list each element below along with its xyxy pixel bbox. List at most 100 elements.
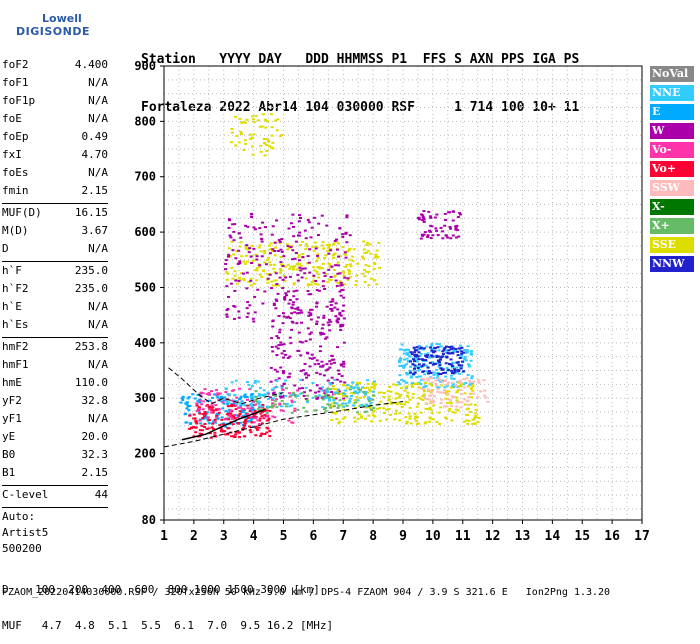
echo-point <box>252 226 256 229</box>
echo-point <box>271 350 275 353</box>
echo-point <box>439 406 443 409</box>
echo-point <box>287 227 291 230</box>
echo-point <box>308 357 312 360</box>
echo-point <box>285 387 289 390</box>
echo-point <box>328 382 332 385</box>
echo-point <box>268 430 272 433</box>
echo-point <box>336 282 340 285</box>
echo-point <box>364 406 368 409</box>
echo-point <box>263 252 267 255</box>
echo-point <box>313 363 317 366</box>
echo-point <box>274 272 278 275</box>
echo-point <box>358 396 362 399</box>
echo-point <box>342 397 346 400</box>
param-name: foE <box>2 112 22 125</box>
echo-point <box>264 393 268 396</box>
echo-point <box>416 355 420 358</box>
echo-point <box>362 404 366 407</box>
echo-point <box>356 411 360 414</box>
echo-point <box>245 287 249 290</box>
echo-point <box>269 380 273 383</box>
echo-point <box>428 420 432 423</box>
echo-point <box>367 398 371 401</box>
echo-point <box>318 373 322 376</box>
echo-point <box>378 407 382 410</box>
echo-point <box>449 386 453 389</box>
echo-point <box>227 218 231 221</box>
param-value: N/A <box>88 412 108 425</box>
echo-point <box>360 255 364 258</box>
echo-point <box>268 435 272 438</box>
echo-point <box>267 145 271 148</box>
echo-point <box>463 398 467 401</box>
echo-point <box>233 270 237 273</box>
echo-point <box>256 401 260 404</box>
echo-point <box>431 418 435 421</box>
echo-point <box>463 392 467 395</box>
echo-point <box>291 213 295 216</box>
echo-point <box>205 427 209 430</box>
echo-point <box>417 216 421 219</box>
echo-point <box>289 265 293 268</box>
echo-point <box>455 371 459 374</box>
echo-point <box>271 415 275 418</box>
echo-point <box>366 242 370 245</box>
echo-point <box>269 242 273 245</box>
echo-point <box>297 256 301 259</box>
echo-point <box>314 279 318 282</box>
echo-point <box>260 255 264 258</box>
echo-point <box>292 266 296 269</box>
echo-point <box>234 379 238 382</box>
echo-point <box>307 311 311 314</box>
echo-point <box>413 417 417 420</box>
echo-point <box>238 436 242 439</box>
echo-point <box>224 263 228 266</box>
echo-point <box>313 282 317 285</box>
echo-point <box>363 269 367 272</box>
echo-point <box>382 392 386 395</box>
param-row: D N/A <box>2 242 108 260</box>
echo-point <box>447 368 451 371</box>
echo-point <box>285 294 289 297</box>
echo-point <box>237 414 241 417</box>
echo-point <box>227 408 231 411</box>
echo-point <box>449 227 453 230</box>
echo-point <box>180 397 184 400</box>
echo-point <box>411 363 415 366</box>
echo-point <box>369 277 373 280</box>
echo-point <box>225 315 229 318</box>
echo-point <box>327 394 331 397</box>
echo-point <box>329 383 333 386</box>
muf-row: MUF 4.7 4.8 5.1 5.5 6.1 7.0 9.5 16.2 [MH… <box>2 619 334 632</box>
echo-point <box>327 398 331 401</box>
echo-point <box>341 402 345 405</box>
echo-point <box>315 270 319 273</box>
echo-point <box>364 264 368 267</box>
echo-point <box>321 262 325 265</box>
echo-point <box>238 278 242 281</box>
echo-point <box>251 416 255 419</box>
param-row: foF1 N/A <box>2 76 108 94</box>
echo-point <box>258 244 262 247</box>
echo-point <box>403 389 407 392</box>
echo-point <box>199 422 203 425</box>
echo-point <box>243 435 247 438</box>
echo-point <box>417 348 421 351</box>
echo-point <box>408 417 412 420</box>
echo-point <box>281 278 285 281</box>
echo-point <box>469 396 473 399</box>
echo-point <box>439 391 443 394</box>
echo-point <box>404 387 408 390</box>
echo-point <box>194 420 198 423</box>
echo-point <box>230 128 234 131</box>
echo-point <box>465 419 469 422</box>
echo-point <box>373 263 377 266</box>
echo-point <box>455 396 459 399</box>
echo-point <box>282 395 286 398</box>
echo-point <box>226 308 230 311</box>
echo-point <box>360 403 364 406</box>
echo-point <box>421 370 425 373</box>
echo-point <box>260 125 264 128</box>
echo-point <box>417 351 421 354</box>
echo-point <box>250 421 254 424</box>
